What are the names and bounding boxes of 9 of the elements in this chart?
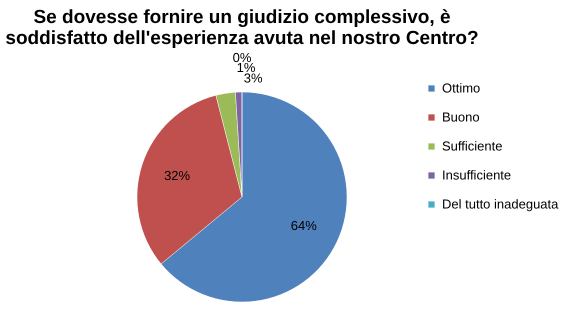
legend-label: Del tutto inadeguata: [442, 196, 560, 212]
legend-label: Insufficiente: [442, 168, 512, 182]
data-label: 32%: [164, 168, 191, 183]
legend-label: Sufficiente: [442, 138, 502, 154]
legend-label: Buono: [442, 110, 480, 124]
legend-label: Ottimo: [442, 80, 480, 96]
chart-title: Se dovesse fornire un giudizio complessivo, è soddisfatto dell'esperienza avuta nel nostro Centro?: [5, 7, 479, 49]
data-label: 64%: [290, 218, 318, 234]
data-label: 3%: [244, 70, 264, 86]
